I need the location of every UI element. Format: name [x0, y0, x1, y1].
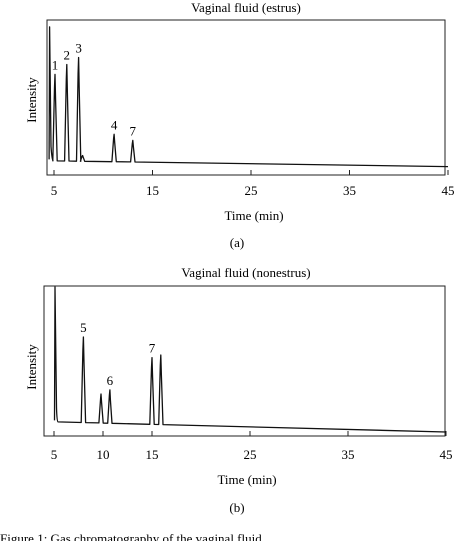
x-axis-label: Time (min) [224, 208, 283, 223]
plot-frame [46, 19, 446, 176]
panel-label: (b) [229, 500, 244, 515]
peak-label-7: 7 [130, 123, 137, 138]
panel-label: (a) [230, 235, 244, 250]
peak-label-6: 6 [107, 373, 114, 388]
peak-labels: 12 3 4 7 [52, 41, 137, 139]
x-tick-label: 10 [97, 447, 110, 462]
peak-label-7: 7 [149, 341, 156, 356]
chromatogram-panel-nonestrus: Vaginal fluid (nonestrus) Intensity Time… [24, 265, 453, 515]
x-tick-label: 35 [343, 183, 356, 198]
peak-label-2: 2 [64, 48, 71, 63]
x-tick-label: 25 [245, 183, 258, 198]
panel-title: Vaginal fluid (estrus) [191, 0, 301, 15]
chromatogram-panel-estrus: Vaginal fluid (estrus) Intensity Time (m… [24, 0, 455, 250]
peak-label-1: 1 [52, 57, 59, 72]
x-tick-label: 45 [440, 447, 453, 462]
x-ticks: 5 15 25 35 45 [51, 170, 455, 198]
peak-label-5: 5 [80, 320, 87, 335]
peak-label-4: 4 [111, 117, 118, 132]
x-ticks: 5 10 15 25 35 45 [51, 431, 453, 462]
y-axis-label: Intensity [24, 77, 39, 123]
x-tick-label: 35 [342, 447, 355, 462]
plot-frame [43, 285, 446, 437]
x-tick-label: 15 [146, 183, 159, 198]
x-tick-label: 5 [51, 183, 58, 198]
chromatogram-trace [48, 26, 449, 168]
x-tick-label: 25 [244, 447, 257, 462]
x-tick-label: 45 [442, 183, 455, 198]
panel-title: Vaginal fluid (nonestrus) [181, 265, 310, 280]
x-axis-label: Time (min) [217, 472, 276, 487]
x-tick-label: 5 [51, 447, 58, 462]
y-axis-label: Intensity [24, 344, 39, 390]
figure-caption-fragment: Figure 1: Gas chromatography of the vagi… [0, 531, 272, 541]
peak-labels: 5 6 7 [80, 320, 156, 388]
x-tick-label: 15 [146, 447, 159, 462]
chromatogram-trace [53, 286, 447, 433]
trace-layer [53, 286, 447, 433]
trace-layer [48, 26, 449, 168]
peak-label-3: 3 [75, 41, 82, 56]
